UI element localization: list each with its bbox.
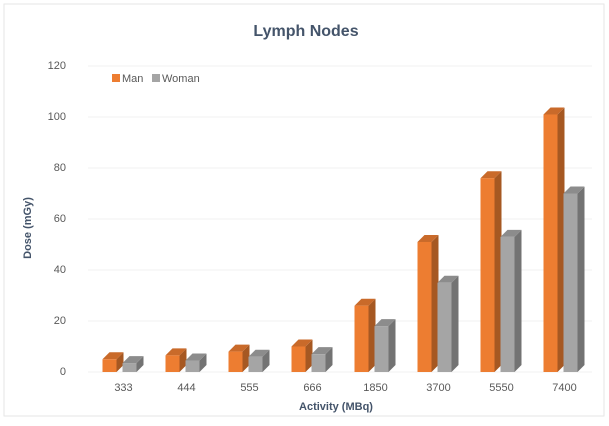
bar [291, 339, 313, 372]
bar-side [179, 348, 187, 372]
bar [543, 107, 565, 372]
bar-front [437, 282, 452, 372]
x-tick-label: 5550 [489, 382, 513, 394]
bar-side [305, 339, 313, 372]
bar-side [242, 344, 250, 372]
y-tick-label: 40 [54, 264, 66, 276]
bar [102, 352, 124, 372]
bar-side [262, 349, 270, 372]
legend-swatch [152, 74, 160, 82]
x-tick-label: 444 [177, 382, 195, 394]
bar-side [451, 275, 459, 372]
bar-top [374, 319, 396, 327]
bar-top [437, 275, 459, 283]
bar-top [102, 352, 124, 360]
bar-side [136, 356, 144, 372]
bar-top [122, 356, 144, 364]
bar [122, 356, 144, 372]
bar-top [543, 107, 565, 115]
bar-top [480, 171, 502, 179]
y-tick-label: 20 [54, 315, 66, 327]
bar-top [185, 353, 207, 361]
bar-top [228, 344, 250, 352]
bar [480, 171, 502, 372]
bar-side [368, 298, 376, 372]
x-tick-label: 555 [240, 382, 258, 394]
bar [500, 229, 522, 372]
bar-front [500, 236, 515, 372]
bar-front [122, 363, 137, 372]
bar-side [577, 186, 585, 372]
bar-front [543, 114, 558, 372]
x-tick-label: 3700 [426, 382, 450, 394]
bar [354, 298, 376, 372]
bar-front [185, 360, 200, 372]
bar-top [563, 186, 585, 194]
bar-side [494, 171, 502, 372]
bar-top [248, 349, 270, 357]
bar-side [325, 347, 333, 372]
bar-front [563, 193, 578, 372]
bar-front [354, 305, 369, 372]
chart-title: Lymph Nodes [253, 23, 358, 40]
bar-front [417, 241, 432, 372]
bar-front [374, 326, 389, 372]
bar-front [311, 354, 326, 372]
legend-label: Woman [162, 73, 200, 85]
bar [374, 319, 396, 372]
bar-top [417, 234, 439, 242]
bar [248, 349, 270, 372]
y-tick-label: 100 [48, 111, 66, 123]
bar [165, 348, 187, 372]
bar-side [557, 107, 565, 372]
bar-side [431, 234, 439, 372]
legend-swatch [112, 74, 120, 82]
y-tick-label: 0 [60, 366, 66, 378]
y-axis-title: Dose (mGy) [22, 197, 34, 259]
bar-front [165, 355, 180, 372]
bar-top [500, 229, 522, 237]
bar-top [354, 298, 376, 306]
bar-side [514, 229, 522, 372]
bar-front [480, 178, 495, 372]
x-tick-label: 1850 [363, 382, 387, 394]
bar-side [388, 319, 396, 372]
bar [185, 353, 207, 372]
x-tick-label: 7400 [552, 382, 576, 394]
bar [563, 186, 585, 372]
bar-front [102, 359, 117, 372]
y-tick-label: 60 [54, 213, 66, 225]
bar-front [228, 351, 243, 372]
bar [228, 344, 250, 372]
x-tick-label: 666 [303, 382, 321, 394]
bar [311, 347, 333, 372]
y-tick-label: 120 [48, 60, 66, 72]
bar-front [291, 346, 306, 372]
bar-top [311, 347, 333, 355]
y-tick-label: 80 [54, 162, 66, 174]
bar-front [248, 356, 263, 372]
bar-top [291, 339, 313, 347]
legend-label: Man [122, 73, 143, 85]
bar-side [116, 352, 124, 372]
bar [417, 234, 439, 372]
x-axis-title: Activity (MBq) [299, 401, 373, 413]
bar-top [165, 348, 187, 356]
bar-side [199, 353, 207, 372]
bar [437, 275, 459, 372]
x-tick-label: 333 [114, 382, 132, 394]
